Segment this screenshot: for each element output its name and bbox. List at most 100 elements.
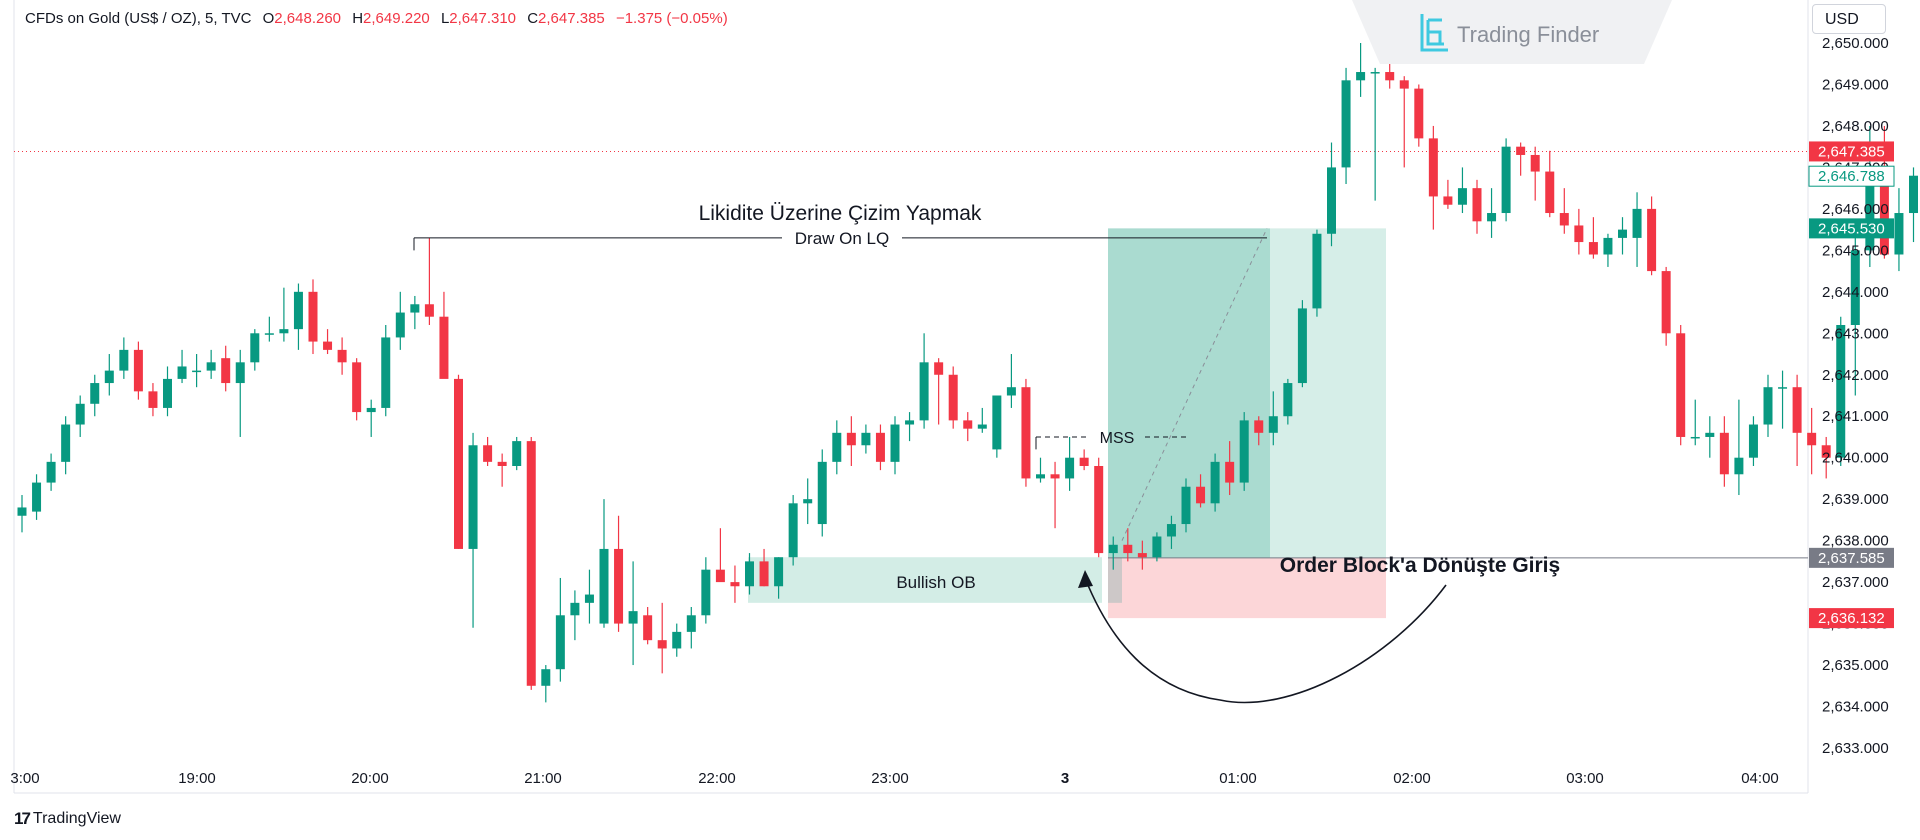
candle-body bbox=[1210, 461, 1220, 504]
candle-body bbox=[570, 602, 580, 616]
candle-body bbox=[1618, 229, 1627, 238]
x-tick-label: 3:00 bbox=[10, 770, 39, 787]
candle-body bbox=[483, 445, 493, 462]
candle-body bbox=[264, 333, 274, 335]
candle-body bbox=[75, 403, 85, 425]
chart-legend-header: CFDs on Gold (US$ / OZ), 5, TVC O2,648.2… bbox=[25, 10, 728, 27]
candle-body bbox=[512, 441, 522, 466]
candle-body bbox=[1356, 72, 1366, 81]
candle-body bbox=[468, 445, 478, 549]
candle-body bbox=[1734, 457, 1744, 475]
candle-body bbox=[919, 362, 929, 421]
stop-zone bbox=[1108, 557, 1386, 619]
candle-body bbox=[1559, 213, 1569, 226]
candle-body bbox=[948, 374, 958, 421]
candle-body bbox=[1370, 72, 1380, 74]
y-tick-label: 2,635.000 bbox=[1822, 657, 1889, 674]
candle-body bbox=[905, 420, 915, 425]
candle-body bbox=[1661, 271, 1671, 334]
candle-body bbox=[221, 358, 231, 384]
candle-body bbox=[119, 349, 129, 371]
candle-body bbox=[1588, 242, 1598, 255]
candle-body bbox=[454, 378, 463, 549]
candle-body bbox=[104, 370, 114, 384]
candle-body bbox=[1545, 171, 1555, 214]
candle-body bbox=[497, 461, 507, 466]
candle-body bbox=[890, 424, 900, 462]
candle-body bbox=[745, 561, 754, 587]
candle-body bbox=[1487, 213, 1497, 222]
candle-body bbox=[730, 582, 740, 587]
candle-body bbox=[1312, 233, 1322, 309]
candle-body bbox=[1894, 213, 1904, 255]
candle-body bbox=[410, 304, 420, 313]
candle-body bbox=[424, 304, 434, 317]
x-tick-label: 02:00 bbox=[1393, 770, 1431, 787]
candle-body bbox=[192, 370, 202, 373]
candle-body bbox=[323, 341, 333, 350]
y-tick-label: 2,638.000 bbox=[1822, 533, 1889, 550]
x-tick-label: 22:00 bbox=[698, 770, 736, 787]
candle-body bbox=[614, 548, 624, 624]
x-tick-label: 03:00 bbox=[1566, 770, 1604, 787]
candle-body bbox=[1443, 196, 1453, 205]
candle-body bbox=[308, 291, 318, 342]
bullish-ob-label: Bullish OB bbox=[896, 573, 975, 592]
candle-body bbox=[1196, 486, 1206, 504]
tradingview-brand-text: TradingView bbox=[32, 810, 121, 827]
y-tick-label: 2,643.000 bbox=[1822, 325, 1889, 342]
candle-body bbox=[803, 499, 813, 504]
candle-body bbox=[846, 432, 856, 446]
candle-body bbox=[1399, 80, 1409, 89]
candle-body bbox=[1879, 175, 1889, 255]
candle-body bbox=[1457, 188, 1467, 205]
y-tick-label: 2,644.000 bbox=[1822, 284, 1889, 301]
candle-body bbox=[526, 441, 536, 686]
candle-body bbox=[352, 362, 362, 413]
price-label-bg bbox=[1809, 608, 1894, 629]
candle-body bbox=[977, 424, 987, 429]
candle-body bbox=[686, 615, 696, 632]
x-tick-label: 04:00 bbox=[1741, 770, 1779, 787]
x-tick-label: 19:00 bbox=[178, 770, 216, 787]
y-tick-label: 2,650.000 bbox=[1822, 35, 1889, 52]
candle-body bbox=[1137, 553, 1147, 558]
candle-body bbox=[250, 333, 260, 363]
candle-body bbox=[832, 432, 842, 462]
candle-body bbox=[61, 424, 71, 462]
x-tick-label: 21:00 bbox=[524, 770, 562, 787]
candle-body bbox=[817, 461, 827, 525]
tradingview-logo-icon: 17 bbox=[14, 809, 31, 828]
candle-body bbox=[1385, 72, 1395, 81]
candle-body bbox=[1152, 536, 1162, 558]
high-value: 2,649.220 bbox=[363, 10, 430, 27]
price-label: 2,645.530 bbox=[1818, 220, 1885, 237]
price-label: 2,637.585 bbox=[1818, 550, 1885, 567]
candle-body bbox=[1632, 208, 1642, 238]
candle-body bbox=[1239, 420, 1249, 483]
candle-body bbox=[293, 291, 303, 330]
candle-body bbox=[1268, 416, 1278, 433]
candle-body bbox=[1254, 420, 1264, 433]
mss-label: MSS bbox=[1100, 430, 1135, 447]
candle-body bbox=[788, 503, 798, 558]
candle-body bbox=[1094, 465, 1104, 554]
candle-body bbox=[1792, 387, 1802, 433]
candle-body bbox=[1647, 208, 1657, 272]
currency-button[interactable]: USD bbox=[1812, 4, 1886, 34]
candle-body bbox=[555, 615, 565, 670]
candle-body bbox=[1909, 175, 1918, 214]
candle-body bbox=[875, 432, 885, 462]
candle-body bbox=[1778, 387, 1788, 389]
candle-body bbox=[599, 548, 609, 624]
x-tick-label: 20:00 bbox=[351, 770, 389, 787]
candle-body bbox=[1850, 250, 1860, 325]
candle-body bbox=[337, 349, 347, 363]
bullish-ob-zone bbox=[748, 557, 1102, 603]
watermark-text: Trading Finder bbox=[1457, 22, 1600, 47]
candle-body bbox=[1719, 432, 1729, 475]
open-value: 2,648.260 bbox=[274, 10, 342, 27]
candle-body bbox=[1297, 308, 1307, 384]
candle-body bbox=[17, 507, 27, 516]
